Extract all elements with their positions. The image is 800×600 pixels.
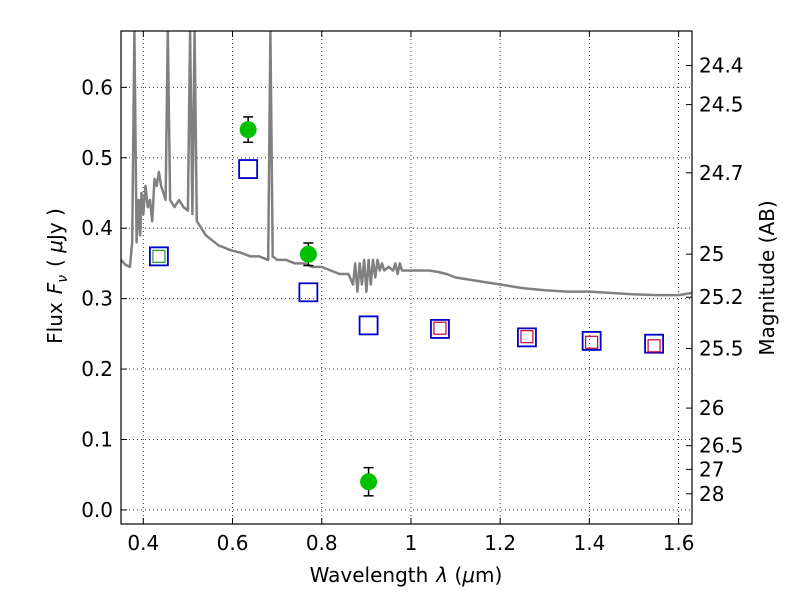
x-axis-ticks: 0.4 0.6 0.8 1 1.2 1.4 1.6 [127, 31, 695, 555]
model-flux-square [644, 333, 664, 354]
x-axis-label: Wavelength λ (μm) [310, 563, 503, 587]
x-tick-label: 1 [405, 531, 418, 555]
y-tick-label: 0.0 [81, 498, 113, 522]
plot-frame [120, 30, 693, 525]
band-flux-square [585, 335, 599, 349]
magnitude-tick-label: 26 [699, 396, 724, 420]
x-tick-label: 0.8 [306, 531, 338, 555]
grid-lines [121, 31, 692, 524]
y-axis-unit-mu: μ [43, 240, 67, 254]
y-axis-symbol: F [43, 282, 67, 294]
y-axis-unit-open: ( [43, 253, 67, 267]
magnitude-tick-label: 25 [699, 242, 724, 266]
y-axis-label: Flux Fν ( μJy ) [43, 208, 71, 344]
band-flux-square [433, 321, 447, 335]
x-tick-label: 1.6 [663, 531, 695, 555]
model-flux-square [358, 315, 379, 336]
x-tick-label: 1.2 [484, 531, 516, 555]
band-flux-square [152, 249, 166, 263]
observed-flux-point [299, 245, 317, 263]
magnitude-axis-label: Magnitude (AB) [755, 200, 779, 355]
x-tick-label: 0.4 [127, 531, 159, 555]
photometry-points [149, 116, 664, 497]
magnitude-tick-label: 24.7 [699, 161, 744, 185]
magnitude-tick-label: 26.5 [699, 434, 744, 458]
magnitude-tick-label: 25.2 [699, 285, 744, 309]
model-flux-square [517, 327, 537, 348]
x-axis-unit-mu: μ [461, 563, 475, 587]
x-axis-symbol: λ [435, 563, 448, 587]
model-flux-square [149, 246, 169, 267]
x-tick-label: 0.6 [217, 531, 249, 555]
observed-flux-point [239, 121, 257, 139]
y-axis-ticks: 0.0 0.1 0.2 0.3 0.4 0.5 0.6 [81, 75, 127, 522]
x-axis-unit-open: ( [448, 563, 462, 587]
magnitude-tick-label: 25.5 [699, 337, 744, 361]
y-tick-label: 0.6 [81, 75, 113, 99]
magnitude-tick-label: 27 [699, 457, 724, 481]
x-axis-label-text: Wavelength [310, 563, 429, 587]
model-flux-square [298, 282, 319, 303]
magnitude-tick-label: 24.4 [699, 54, 744, 78]
y-tick-label: 0.4 [81, 216, 113, 240]
x-tick-label: 1.4 [573, 531, 605, 555]
model-spectrum-line [121, 31, 692, 297]
observed-flux-point [360, 473, 378, 491]
y-tick-label: 0.5 [81, 146, 113, 170]
model-flux-square [581, 330, 602, 351]
spectrum-series [121, 31, 692, 297]
y-axis-unit-rest: Jy ) [43, 208, 67, 242]
y-tick-label: 0.1 [81, 427, 113, 451]
y-tick-label: 0.2 [81, 357, 113, 381]
band-flux-square [520, 330, 534, 344]
y-axis-label-text: Flux [43, 302, 67, 344]
magnitude-tick-label: 28 [699, 482, 724, 506]
band-flux-square [647, 339, 661, 353]
y-axis-symbol-subscript: ν [55, 275, 71, 283]
model-flux-square [430, 319, 450, 339]
y-tick-label: 0.3 [81, 287, 113, 311]
magnitude-tick-label: 24.5 [699, 93, 744, 117]
x-axis-unit-rest: m) [475, 563, 502, 587]
model-flux-square [238, 159, 259, 179]
